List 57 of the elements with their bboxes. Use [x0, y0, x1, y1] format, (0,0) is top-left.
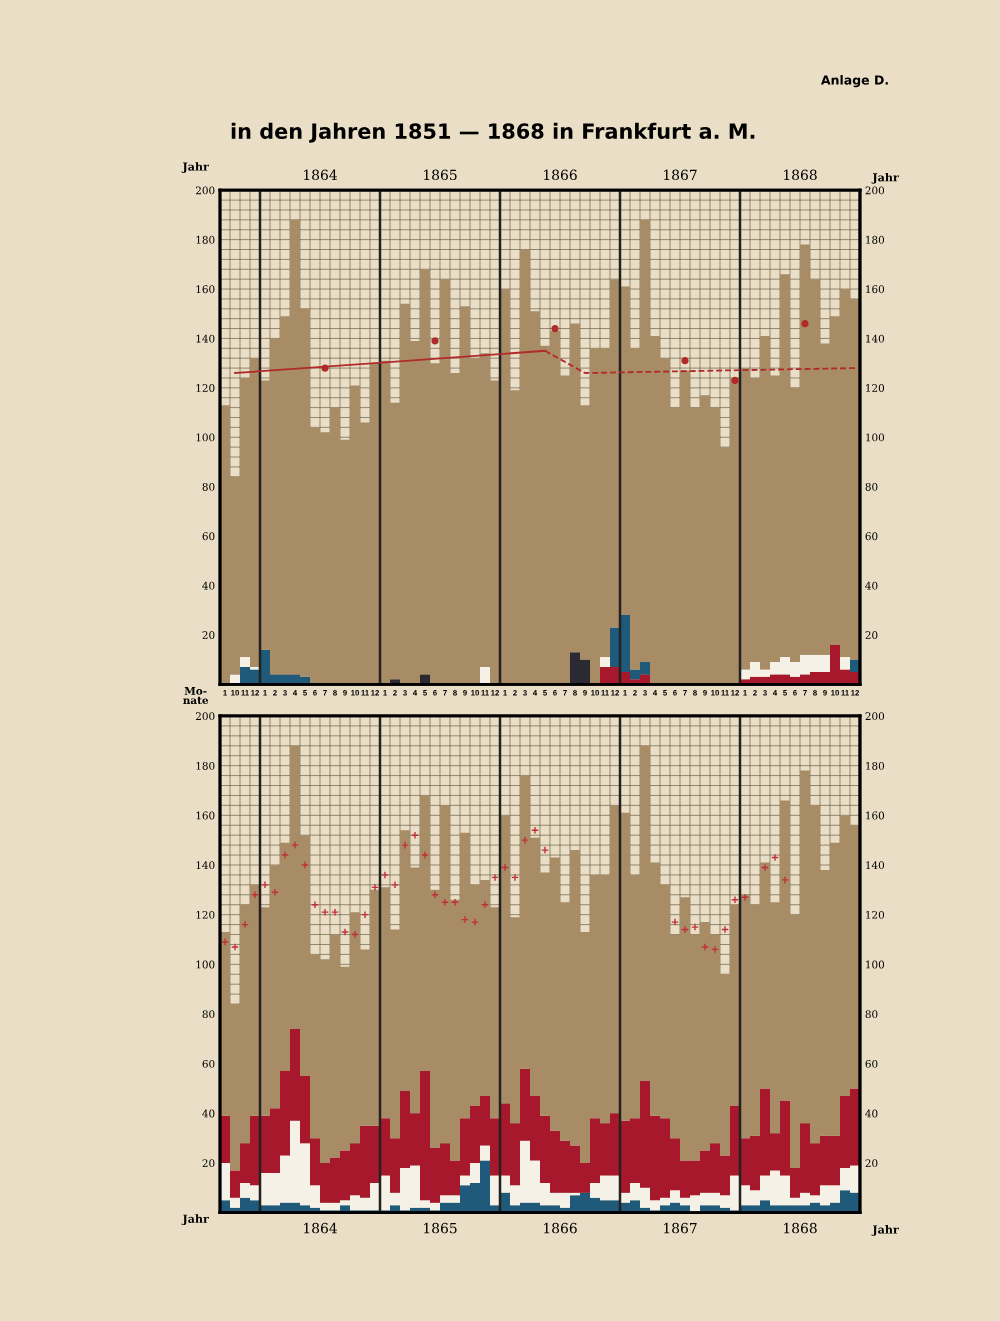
text: 1868 [784, 169, 817, 181]
y2-tick-label: 180 [866, 235, 885, 244]
y-tick-label: 120 [196, 384, 215, 392]
y2-tick-label: 100 [866, 433, 885, 442]
text: 1867 [664, 169, 697, 181]
y2-tick-label: 200 [865, 712, 885, 721]
text: 1865 [424, 169, 457, 181]
y2-tick-label: 60 [865, 532, 878, 541]
y-tick-label: 200 [195, 712, 215, 721]
y2-tick-label: 20 [865, 1159, 878, 1168]
y-tick-label: 60 [202, 1059, 215, 1068]
y-tick-label: 200 [195, 186, 215, 195]
y-tick-label: 80 [202, 1010, 215, 1019]
y2-tick-label: 160 [866, 285, 885, 294]
y-tick-label: 20 [202, 1159, 215, 1168]
text: 1864 [304, 1222, 337, 1234]
y2-tick-label: 20 [865, 631, 878, 639]
y2-tick-label: 120 [866, 384, 885, 392]
y-tick-label: 40 [202, 1109, 215, 1118]
y2-tick-label: 120 [866, 910, 885, 919]
y-axis-title: Jahr [181, 1214, 209, 1226]
y-tick-label: 180 [196, 235, 215, 244]
y-tick-label: 180 [196, 761, 215, 770]
y-tick-label: 120 [196, 910, 215, 919]
text: Anlage D. [820, 75, 888, 88]
text: 1865 [424, 1222, 457, 1234]
y2-tick-label: 100 [866, 960, 885, 969]
y-tick-label: 20 [202, 631, 215, 639]
y2-tick-label: 80 [865, 482, 878, 491]
y-tick-label: 140 [196, 861, 215, 870]
y-axis-title: Jahr [181, 162, 209, 173]
y2-axis-title: Jahr [871, 172, 899, 184]
y2-tick-label: 160 [866, 811, 885, 820]
y2-tick-label: 80 [865, 1010, 878, 1019]
y-tick-label: 100 [196, 433, 215, 442]
text: 1864 [304, 169, 337, 181]
text: 1866 [544, 1222, 577, 1234]
y2-tick-label: 40 [865, 1109, 878, 1118]
y2-tick-label: 140 [866, 334, 885, 343]
chart-title: in den Jahren 1851 — 1868 in Frankfurt a. M. [231, 122, 755, 143]
y2-tick-label: 40 [865, 581, 878, 590]
y2-tick-label: 200 [865, 186, 885, 195]
y-tick-label: 80 [202, 482, 215, 491]
y-tick-label: 160 [196, 811, 215, 820]
y-tick-label: 40 [202, 581, 215, 590]
y-tick-label: 60 [202, 532, 215, 541]
y2-tick-label: 180 [866, 761, 885, 770]
x-axis-title: Mo- nate [183, 687, 209, 705]
y-tick-label: 160 [196, 285, 215, 294]
y-tick-label: 100 [196, 960, 215, 969]
y2-tick-label: 140 [866, 861, 885, 870]
y2-tick-label: 60 [865, 1059, 878, 1068]
y2-axis-title: Jahr [871, 1225, 899, 1236]
text: 1867 [664, 1222, 697, 1234]
text: 1868 [784, 1222, 817, 1234]
y-tick-label: 140 [196, 334, 215, 343]
text: 1866 [544, 169, 577, 181]
